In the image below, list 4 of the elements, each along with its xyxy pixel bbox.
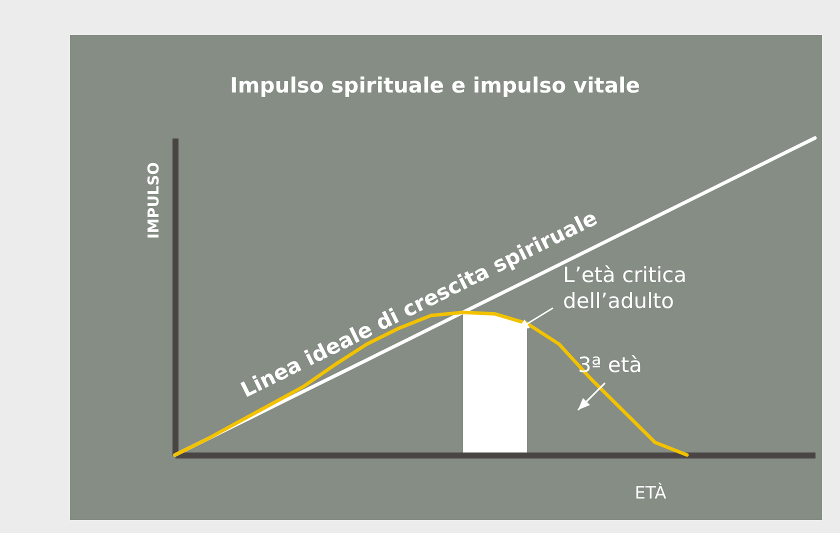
x-axis-title: ETÀ <box>634 482 667 504</box>
annotation: 3ª età <box>578 353 642 377</box>
chart-title: Impulso spirituale e impulso vitale <box>230 73 640 98</box>
y-axis-title: IMPULSO <box>144 162 162 239</box>
